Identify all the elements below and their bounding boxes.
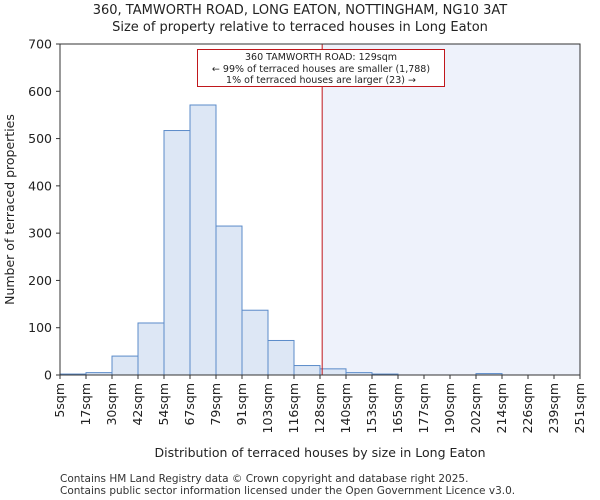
x-tick-label: 153sqm (364, 383, 379, 433)
highlight-region (322, 44, 580, 375)
x-tick-label: 140sqm (338, 383, 353, 433)
x-tick-label: 177sqm (416, 383, 431, 433)
histogram-bar (215, 225, 243, 376)
x-tick-label: 165sqm (390, 383, 405, 433)
y-tick-label: 0 (44, 368, 52, 383)
x-tick-label: 190sqm (442, 383, 457, 433)
y-tick-label: 200 (28, 273, 52, 288)
x-tick-label: 54sqm (156, 383, 171, 426)
annotation-line-3: 1% of terraced houses are larger (23) → (226, 75, 416, 86)
x-tick-label: 239sqm (546, 383, 561, 433)
y-tick-label: 600 (28, 84, 52, 99)
annotation-line-1: 360 TAMWORTH ROAD: 129sqm (245, 52, 397, 63)
y-tick-label: 300 (28, 226, 52, 241)
chart-subtitle: Size of property relative to terraced ho… (112, 20, 488, 35)
x-tick-label: 79sqm (208, 383, 223, 426)
histogram-bar (163, 130, 191, 376)
x-tick-label: 202sqm (468, 383, 483, 433)
x-tick-label: 5sqm (52, 383, 67, 418)
x-tick-label: 91sqm (234, 383, 249, 426)
y-axis-label: Number of terraced properties (2, 114, 17, 305)
x-tick-label: 128sqm (312, 383, 327, 433)
footer-copyright: Contains HM Land Registry data © Crown c… (60, 473, 469, 485)
y-tick-label: 400 (28, 178, 52, 193)
chart-title: 360, TAMWORTH ROAD, LONG EATON, NOTTINGH… (92, 3, 508, 18)
x-tick-label: 251sqm (572, 383, 587, 433)
histogram-bar (111, 355, 139, 376)
annotation-line-2: ← 99% of terraced houses are smaller (1,… (211, 63, 431, 75)
histogram-bar (267, 339, 295, 376)
x-tick-label: 103sqm (260, 383, 275, 433)
x-tick-label: 42sqm (130, 383, 145, 426)
x-tick-label: 226sqm (520, 383, 535, 433)
footer-licence: Contains public sector information licen… (60, 485, 516, 497)
histogram-bar (241, 309, 269, 376)
y-tick-label: 500 (28, 131, 52, 146)
x-tick-label: 116sqm (286, 383, 301, 433)
x-tick-label: 30sqm (104, 383, 119, 426)
x-tick-label: 17sqm (78, 383, 93, 426)
y-tick-label: 700 (28, 37, 52, 52)
x-tick-label: 214sqm (494, 383, 509, 433)
y-tick-label: 100 (28, 320, 52, 335)
property-annotation: 360 TAMWORTH ROAD: 129sqm ← 99% of terra… (197, 49, 445, 87)
histogram-bar (293, 365, 321, 376)
x-tick-label: 67sqm (182, 383, 197, 426)
histogram-bar (137, 322, 165, 376)
x-axis-label: Distribution of terraced houses by size … (154, 445, 485, 460)
histogram-bar (189, 104, 217, 376)
histogram-bar (319, 368, 347, 376)
